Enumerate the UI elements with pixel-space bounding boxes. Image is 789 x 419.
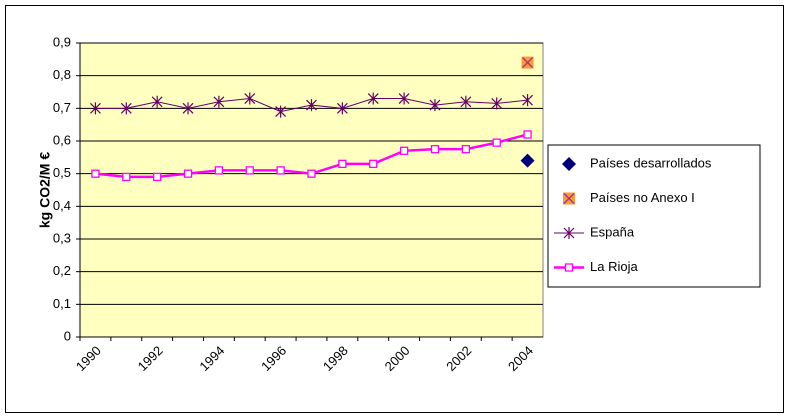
cross: [522, 57, 534, 69]
star: [306, 99, 317, 112]
marker: [122, 172, 131, 182]
marker: [182, 102, 194, 115]
marker: [214, 166, 224, 175]
marker: [338, 159, 347, 169]
marker: [398, 92, 410, 105]
star: [182, 102, 194, 115]
plot-area: [79, 42, 544, 338]
square: [461, 145, 470, 154]
square: [183, 169, 193, 178]
marker: [492, 138, 501, 147]
legend-label: Países desarrollados: [590, 155, 712, 170]
y-axis-label: kg CO2/M €: [37, 152, 53, 228]
marker: [461, 145, 470, 154]
legend-label: La Rioja: [590, 259, 638, 274]
y-tick-label: 0,6: [53, 132, 71, 147]
square: [523, 130, 532, 139]
marker: [306, 99, 317, 112]
marker: [564, 263, 574, 272]
marker: [213, 95, 225, 108]
marker: [183, 169, 193, 178]
diamond: [520, 153, 535, 168]
marker: [91, 169, 100, 178]
square: [91, 169, 100, 178]
star: [151, 95, 163, 108]
marker: [522, 94, 533, 107]
star: [398, 92, 410, 105]
square: [430, 145, 440, 154]
square: [492, 138, 501, 147]
star: [120, 102, 132, 115]
square: [276, 166, 285, 175]
cross: [563, 193, 575, 204]
square: [245, 166, 254, 175]
marker: [244, 92, 256, 105]
marker: [369, 159, 378, 169]
legend-label: Países no Anexo I: [590, 190, 695, 205]
star: [275, 105, 287, 118]
marker: [429, 99, 441, 112]
marker: [120, 102, 132, 115]
marker: [563, 192, 575, 205]
square: [369, 159, 378, 169]
marker: [90, 102, 101, 115]
square: [122, 172, 131, 182]
star: [336, 102, 348, 115]
y-tick-label: 0: [64, 328, 71, 343]
marker: [367, 92, 379, 105]
marker: [563, 227, 575, 239]
y-tick-label: 0,2: [53, 263, 71, 278]
marker: [336, 102, 348, 115]
y-tick-label: 0,1: [53, 296, 71, 311]
square: [307, 169, 316, 178]
y-tick-label: 0,4: [53, 198, 71, 213]
marker: [153, 172, 162, 182]
star: [367, 92, 379, 105]
star: [429, 99, 441, 112]
square: [214, 166, 224, 175]
y-tick-label: 0,9: [53, 34, 71, 49]
y-tick-label: 0,3: [53, 230, 71, 245]
marker: [151, 95, 163, 108]
star: [90, 102, 101, 115]
square: [153, 172, 162, 182]
square: [338, 159, 347, 169]
marker: [275, 105, 287, 118]
y-tick-label: 0,5: [53, 165, 71, 180]
marker: [523, 130, 532, 139]
marker: [460, 95, 472, 108]
diamond: [562, 157, 576, 171]
star: [491, 97, 503, 110]
star: [213, 95, 225, 108]
legend-label: España: [590, 224, 635, 239]
marker: [399, 146, 409, 155]
marker: [520, 153, 535, 168]
marker: [430, 145, 440, 154]
marker: [491, 97, 503, 110]
marker: [307, 169, 316, 178]
legend-frame: [547, 144, 761, 288]
y-tick-label: 0,7: [53, 100, 71, 115]
y-tick-label: 0,8: [53, 67, 71, 82]
star: [522, 94, 533, 107]
square: [564, 263, 574, 272]
marker: [562, 157, 576, 171]
marker: [245, 166, 254, 175]
star: [563, 227, 575, 239]
star: [460, 95, 472, 108]
marker: [521, 56, 534, 69]
square: [399, 146, 409, 155]
star: [244, 92, 256, 105]
marker: [276, 166, 285, 175]
